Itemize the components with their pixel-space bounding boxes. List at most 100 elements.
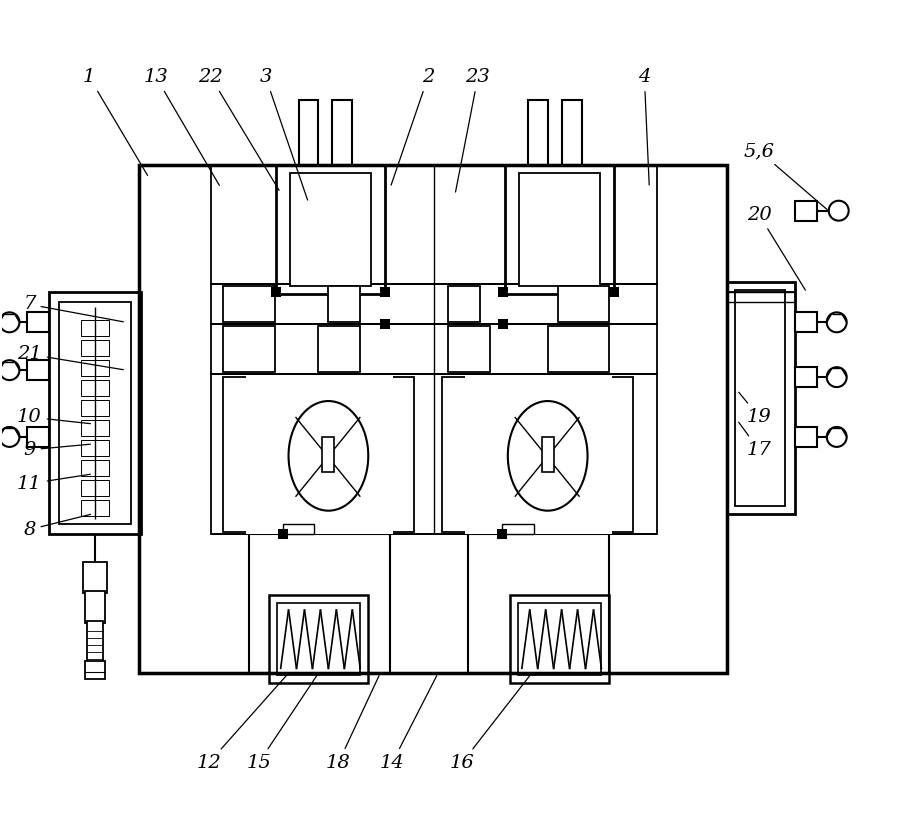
Bar [139, 165, 727, 673]
Bar [518, 603, 601, 675]
Bar [609, 287, 619, 297]
Bar [509, 596, 609, 683]
Text: 23: 23 [455, 68, 490, 192]
Text: 8: 8 [23, 514, 91, 538]
Text: 14: 14 [380, 676, 436, 772]
Bar [498, 319, 508, 329]
Bar [139, 165, 727, 673]
Text: 21: 21 [17, 345, 123, 369]
Bar [81, 500, 109, 516]
Bar [380, 287, 391, 297]
Ellipse shape [289, 401, 368, 511]
Circle shape [827, 367, 847, 387]
Bar [727, 292, 795, 302]
Bar [246, 376, 393, 414]
Text: 17: 17 [739, 422, 771, 459]
Bar [332, 100, 352, 165]
Bar [509, 596, 609, 683]
Bar [211, 165, 657, 285]
Bar [727, 282, 795, 513]
Bar [448, 326, 490, 372]
Bar [211, 285, 657, 324]
Bar [211, 374, 657, 533]
Bar [465, 376, 613, 533]
Bar [246, 376, 275, 533]
Bar [268, 596, 368, 683]
Ellipse shape [508, 401, 588, 511]
Bar [211, 374, 657, 533]
Bar [558, 286, 609, 322]
Text: 5,6: 5,6 [743, 142, 829, 210]
Bar [268, 596, 368, 683]
Text: 4: 4 [638, 68, 651, 185]
Bar [81, 460, 109, 476]
Bar [735, 290, 785, 506]
Text: 20: 20 [747, 206, 806, 290]
Bar [518, 173, 600, 286]
Circle shape [829, 201, 849, 220]
Bar [465, 503, 613, 533]
Bar [562, 100, 581, 165]
Bar [795, 201, 817, 220]
Bar [322, 437, 335, 472]
Bar [211, 165, 657, 285]
Bar [211, 533, 657, 673]
Circle shape [827, 312, 847, 332]
Text: 15: 15 [247, 676, 317, 772]
Bar [27, 360, 50, 380]
Bar [271, 287, 281, 297]
Bar [81, 340, 109, 356]
Bar [527, 100, 548, 165]
Bar [276, 603, 360, 675]
Text: 12: 12 [196, 676, 287, 772]
Bar [27, 427, 50, 447]
Bar [81, 480, 109, 496]
Text: 9: 9 [23, 441, 90, 459]
Bar [211, 324, 657, 374]
Bar [81, 360, 109, 376]
Bar [246, 376, 393, 533]
Bar [275, 165, 385, 295]
Bar [277, 528, 287, 538]
Text: 1: 1 [83, 68, 148, 176]
Circle shape [0, 312, 20, 332]
Bar [498, 287, 508, 297]
Text: 11: 11 [17, 474, 91, 493]
Bar [81, 440, 109, 456]
Bar [380, 319, 391, 329]
Bar [582, 376, 613, 533]
Bar [283, 523, 314, 533]
Text: 13: 13 [144, 68, 220, 186]
Bar [795, 312, 817, 332]
Bar [81, 400, 109, 416]
Text: 3: 3 [259, 68, 308, 200]
Bar [468, 533, 609, 673]
Bar [211, 165, 657, 533]
Bar [465, 376, 495, 533]
Bar [223, 377, 414, 532]
Bar [727, 282, 795, 513]
Bar [505, 165, 615, 295]
Bar [246, 503, 393, 533]
Text: 18: 18 [326, 676, 379, 772]
Bar [319, 326, 360, 372]
Circle shape [0, 427, 20, 447]
Text: 10: 10 [17, 408, 90, 426]
Bar [328, 286, 360, 322]
Bar [542, 437, 554, 472]
Bar [50, 292, 141, 533]
Bar [248, 533, 391, 673]
Bar [211, 324, 657, 374]
Bar [290, 173, 372, 286]
Text: 22: 22 [198, 68, 279, 191]
Bar [86, 592, 105, 623]
Bar [59, 302, 131, 523]
Bar [275, 165, 385, 295]
Bar [442, 377, 634, 532]
Circle shape [827, 427, 847, 447]
Bar [548, 326, 609, 372]
Text: 19: 19 [739, 392, 771, 426]
Bar [497, 528, 507, 538]
Bar [795, 427, 817, 447]
Text: 2: 2 [392, 68, 435, 186]
